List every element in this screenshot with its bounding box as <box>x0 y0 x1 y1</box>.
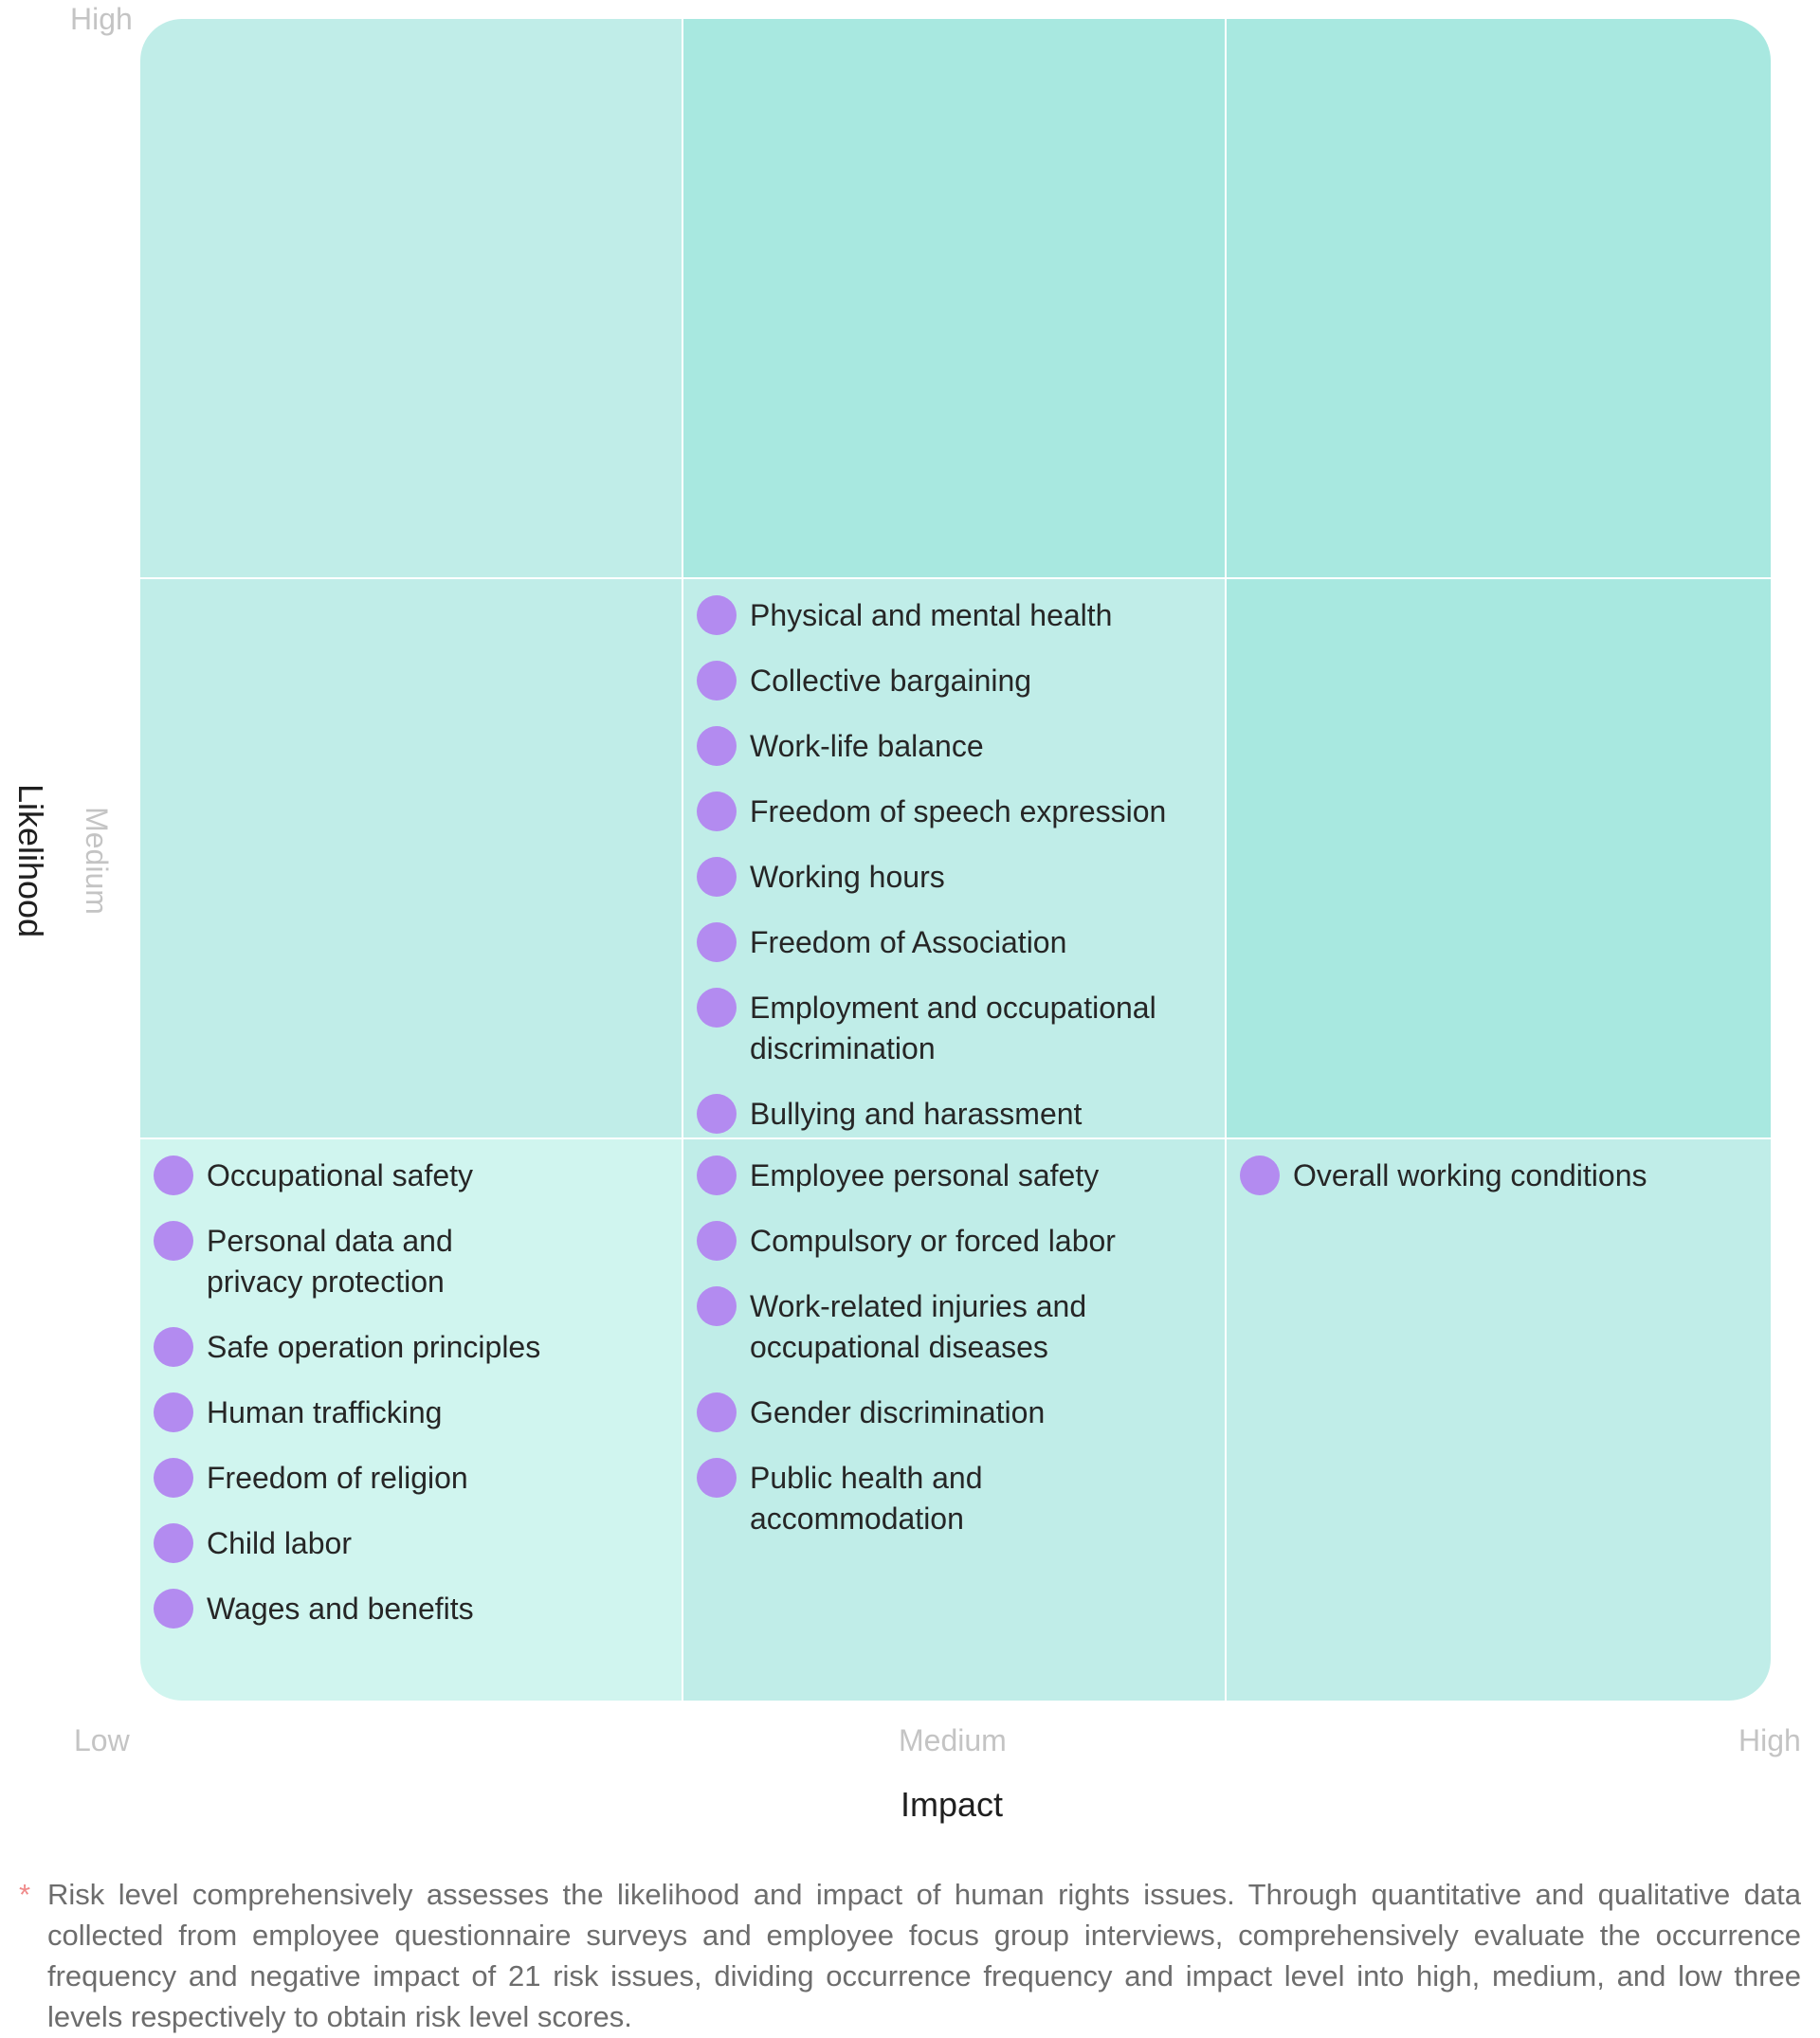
risk-dot-marker <box>154 1327 193 1367</box>
risk-item: Freedom of Association <box>697 922 1215 963</box>
cell-likelihood-low-impact-high: Overall working conditions <box>1227 1139 1771 1701</box>
risk-item-label: Compulsory or forced labor <box>750 1224 1116 1258</box>
risk-item: Working hours <box>697 857 1215 898</box>
risk-item-label: Employee personal safety <box>750 1158 1100 1192</box>
cell-likelihood-low-impact-low: Occupational safety Personal data and pri… <box>140 1139 683 1701</box>
risk-item: Human trafficking <box>154 1392 672 1433</box>
risk-item-label: Child labor <box>207 1526 352 1560</box>
risk-dot-marker <box>697 988 737 1028</box>
risk-item-label: Wages and benefits <box>207 1592 474 1626</box>
risk-item-label: Freedom of Association <box>750 925 1067 959</box>
risk-item-label: Work-life balance <box>750 729 984 763</box>
risk-item: Child labor <box>154 1523 672 1564</box>
risk-dot-marker <box>697 595 737 635</box>
risk-item-label: Collective bargaining <box>750 664 1032 698</box>
risk-dot-marker <box>697 726 737 766</box>
footnote-text: Risk level comprehensively assesses the … <box>47 1878 1801 2033</box>
risk-dot-marker <box>697 1458 737 1498</box>
cell-likelihood-low-impact-medium: Employee personal safety Compulsory or fo… <box>683 1139 1227 1701</box>
risk-item-label: Freedom of speech expression <box>750 794 1167 828</box>
x-axis-tick-low: Low <box>74 1723 130 1757</box>
y-axis-title: Likelihood <box>11 783 50 938</box>
cell-likelihood-high-impact-high <box>1227 19 1771 579</box>
risk-dot-marker <box>697 1392 737 1432</box>
risk-dot-marker <box>697 1286 737 1326</box>
risk-item: Safe operation principles <box>154 1327 672 1368</box>
risk-item-label: Public health and accommodation <box>750 1461 983 1536</box>
risk-item: Occupational safety <box>154 1155 672 1196</box>
risk-item: Work-related injuries and occupational d… <box>697 1286 1215 1368</box>
risk-item: Gender discrimination <box>697 1392 1215 1433</box>
risk-item: Employee personal safety <box>697 1155 1215 1196</box>
risk-item-label: Employment and occupational discriminati… <box>750 991 1156 1065</box>
risk-dot-marker <box>1240 1155 1280 1195</box>
risk-item-label: Occupational safety <box>207 1158 474 1192</box>
risk-item: Personal data and privacy protection <box>154 1221 672 1302</box>
risk-dot-marker <box>154 1589 193 1629</box>
risk-item: Work-life balance <box>697 726 1215 767</box>
risk-dot-marker <box>154 1155 193 1195</box>
risk-item-label: Work-related injuries and occupational d… <box>750 1289 1087 1364</box>
risk-item-label: Human trafficking <box>207 1395 443 1429</box>
cell-likelihood-medium-impact-high <box>1227 579 1771 1139</box>
risk-dot-marker <box>697 1221 737 1261</box>
risk-item-label: Physical and mental health <box>750 598 1113 632</box>
risk-item: Freedom of religion <box>154 1458 672 1499</box>
risk-item: Bullying and harassment <box>697 1094 1215 1135</box>
y-axis-tick-medium: Medium <box>80 807 114 915</box>
risk-matrix: Physical and mental health Collective bar… <box>140 19 1771 1701</box>
risk-dot-marker <box>154 1523 193 1563</box>
cell-likelihood-medium-impact-medium: Physical and mental health Collective bar… <box>683 579 1227 1139</box>
risk-dot-marker <box>154 1458 193 1498</box>
cell-likelihood-medium-impact-low <box>140 579 683 1139</box>
risk-item-label: Bullying and harassment <box>750 1097 1083 1131</box>
risk-item: Freedom of speech expression <box>697 792 1215 832</box>
risk-item: Collective bargaining <box>697 661 1215 701</box>
risk-item-label: Personal data and privacy protection <box>207 1224 453 1299</box>
risk-dot-marker <box>697 792 737 831</box>
risk-dot-marker <box>697 922 737 962</box>
risk-item: Employment and occupational discriminati… <box>697 988 1215 1069</box>
risk-item-label: Working hours <box>750 860 945 894</box>
risk-item-label: Freedom of religion <box>207 1461 468 1495</box>
risk-item: Public health and accommodation <box>697 1458 1215 1539</box>
footnote-marker: * <box>19 1878 31 1911</box>
footnote: * Risk level comprehensively assesses th… <box>19 1874 1801 2037</box>
x-axis-tick-medium: Medium <box>899 1723 1007 1757</box>
risk-item-label: Safe operation principles <box>207 1330 541 1364</box>
risk-dot-marker <box>697 857 737 897</box>
risk-item-label: Gender discrimination <box>750 1395 1046 1429</box>
y-axis-tick-high: High <box>70 2 133 36</box>
risk-dot-marker <box>697 661 737 701</box>
x-axis-tick-high: High <box>1738 1723 1801 1757</box>
risk-dot-marker <box>154 1221 193 1261</box>
risk-dot-marker <box>697 1155 737 1195</box>
cell-likelihood-high-impact-low <box>140 19 683 579</box>
risk-dot-marker <box>697 1094 737 1134</box>
x-axis-title: Impact <box>901 1785 1004 1824</box>
risk-item-label: Overall working conditions <box>1293 1158 1647 1192</box>
cell-likelihood-high-impact-medium <box>683 19 1227 579</box>
risk-item: Overall working conditions <box>1240 1155 1761 1196</box>
risk-dot-marker <box>154 1392 193 1432</box>
risk-item: Physical and mental health <box>697 595 1215 636</box>
risk-item: Compulsory or forced labor <box>697 1221 1215 1262</box>
risk-item: Wages and benefits <box>154 1589 672 1629</box>
